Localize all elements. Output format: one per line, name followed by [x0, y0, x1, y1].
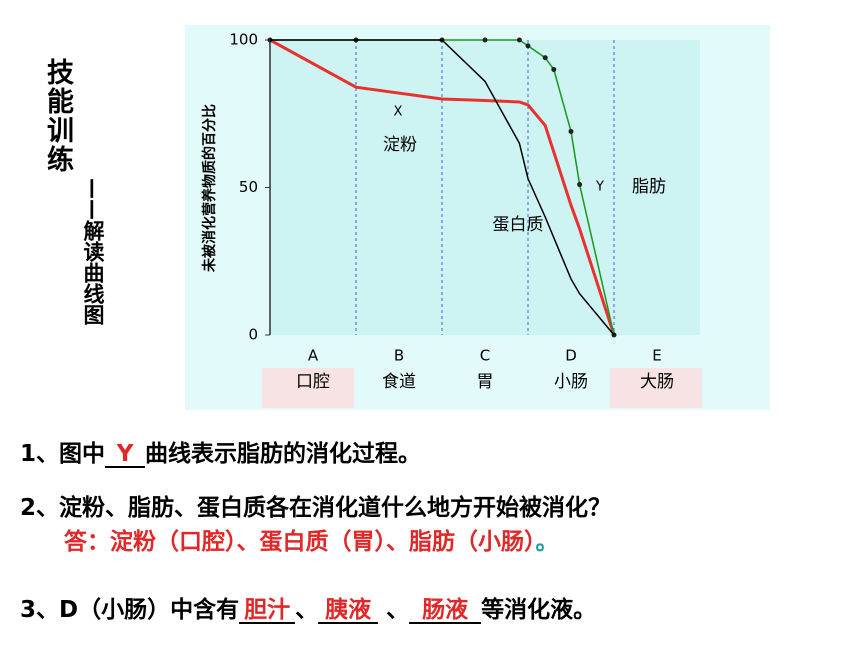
series-label: 淀粉 [383, 135, 417, 155]
series-line [270, 39, 615, 336]
y-tick-label: 50 [239, 178, 258, 196]
answer: 胆汁 [239, 599, 296, 624]
answer: Y [105, 443, 146, 468]
highlight [262, 368, 354, 408]
answer: 肠液 [409, 599, 482, 624]
series-label: 蛋白质 [493, 215, 544, 235]
category-name: 口腔 [296, 372, 330, 392]
x-tick-label: D [565, 347, 577, 365]
answer-end: 。 [535, 529, 559, 555]
point [577, 182, 583, 188]
point [516, 37, 522, 43]
separator: 、 [295, 597, 319, 623]
separator: 、 [378, 597, 410, 623]
highlight [610, 368, 702, 408]
slide-title: 技能训练 [42, 58, 73, 174]
y-tick-label: 0 [248, 326, 258, 344]
category-name: 小肠 [554, 372, 588, 392]
question: 3、D（小肠）中含有 胆汁、胰液 、肠液 等消化液。 [20, 590, 596, 624]
point [568, 128, 574, 134]
question-text: 等消化液。 [481, 597, 597, 623]
answer: 答：淀粉（口腔）、蛋白质（胃）、脂肪（小肠） [64, 529, 536, 555]
answer-line: 答：淀粉（口腔）、蛋白质（胃）、脂肪（小肠）。 [64, 522, 559, 556]
question-text: 曲线表示脂肪的消化过程。 [145, 441, 422, 467]
series-line [269, 38, 616, 336]
plot-area [270, 40, 700, 335]
x-tick-label: A [308, 347, 319, 365]
point [525, 43, 531, 49]
series-label: 脂肪 [632, 177, 666, 197]
series-letter: Y [595, 180, 604, 195]
x-tick-label: C [480, 347, 490, 365]
point [482, 37, 488, 43]
y-tick-label: 100 [229, 31, 258, 49]
y-axis-label: 未被消化营养物质的百分比 [201, 104, 218, 272]
question-text: 3、D（小肠）中含有 [20, 597, 240, 623]
point [551, 67, 557, 72]
category-name: 食道 [382, 372, 416, 392]
x-tick-label: E [652, 347, 661, 365]
question-text: 1、图中 [20, 441, 106, 467]
point [542, 55, 548, 61]
question: 1、图中 Y 曲线表示脂肪的消化过程。 [20, 434, 421, 468]
series-letter: X [394, 105, 403, 120]
slide-subtitle: ——解读曲线图 [81, 178, 105, 325]
answer: 胰液 [318, 599, 379, 624]
category-name: 胃 [477, 372, 494, 392]
question: 2、淀粉、脂肪、蛋白质各在消化道什么地方开始被消化？ [20, 495, 612, 521]
x-tick-label: B [394, 347, 404, 365]
category-name: 大肠 [640, 372, 674, 392]
